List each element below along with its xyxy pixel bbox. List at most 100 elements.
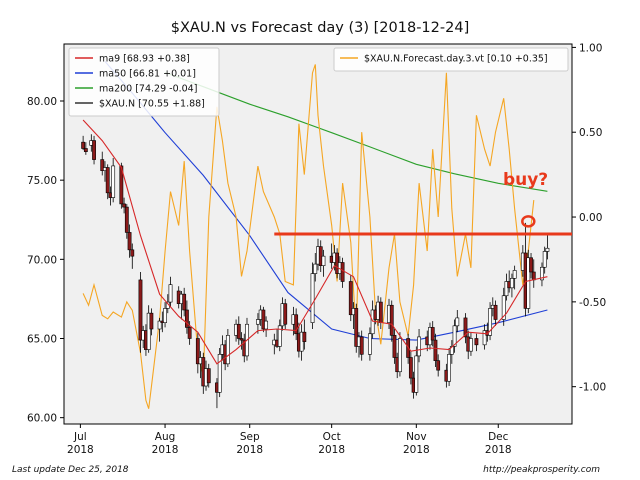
candle-body — [130, 249, 135, 257]
candle-body — [100, 159, 105, 171]
right-tick-label: -0.50 — [579, 297, 606, 309]
x-tick-year: 2018 — [318, 444, 345, 456]
x-tick-year: 2018 — [403, 444, 430, 456]
candle-body — [531, 271, 536, 281]
candle-body — [389, 304, 394, 336]
candle-body — [83, 148, 88, 152]
right-axis-labels: -1.00 -0.50 0.00 0.50 1.00 — [572, 42, 606, 394]
candle-body — [493, 304, 498, 320]
legend-label: $XAU.N.Forecast.day.3.vt [0.10 +0.35] — [364, 54, 548, 65]
annotation: buy? — [503, 170, 548, 228]
candle-body — [206, 368, 211, 384]
candle-body — [526, 257, 531, 309]
candle-body — [92, 140, 96, 160]
legend-label: ma200 [74.29 -0.04] — [99, 84, 197, 95]
candle-body — [261, 309, 266, 330]
candle-body — [195, 338, 200, 365]
candle-body — [310, 273, 315, 323]
forecast-line — [82, 64, 535, 409]
candle-body — [367, 333, 372, 355]
ma50-line — [104, 61, 548, 341]
candle-body — [264, 320, 269, 330]
footer-source: http://peakprosperity.com — [483, 465, 600, 475]
candle-body — [168, 284, 173, 303]
plot-clip: buy? ma9 [68.93 +0.38] ma50 [66.81 +0.01]… — [68, 47, 572, 409]
candle-body — [510, 278, 514, 289]
candle-body — [414, 355, 419, 393]
candle-body — [163, 308, 167, 323]
ma50-series — [104, 61, 548, 341]
candle-body — [455, 317, 460, 327]
ma200-series — [164, 71, 548, 192]
candle-body — [542, 251, 547, 268]
candle-body — [417, 336, 421, 357]
candle-body — [408, 357, 413, 379]
candle-body — [187, 327, 192, 339]
annotation-marker — [521, 215, 536, 228]
candle-body — [283, 303, 288, 325]
candle-body — [540, 266, 544, 281]
candle-body — [321, 255, 326, 266]
candle-body — [122, 203, 126, 208]
left-tick-label: 75.00 — [27, 175, 57, 187]
candle-body — [469, 338, 473, 352]
candle-body — [124, 206, 129, 233]
candle-body — [378, 301, 383, 323]
candle-body — [340, 262, 345, 282]
candle-body — [313, 263, 318, 274]
candle-body — [392, 335, 397, 358]
ma9-series — [82, 119, 548, 365]
candle-body — [217, 354, 222, 393]
footer-last-update: Last update Dec 25, 2018 — [12, 465, 129, 475]
buy-annotation: buy? — [503, 170, 548, 190]
candle-body — [302, 331, 307, 342]
candle-body — [529, 257, 533, 273]
candle-body — [504, 281, 509, 297]
candle-body — [430, 327, 435, 341]
candle-body — [119, 165, 124, 205]
candle-body — [149, 312, 154, 330]
legend-label: $XAU.N [70.55 +1.88] — [99, 99, 205, 110]
candle-body — [488, 308, 492, 336]
x-tick-year: 2018 — [236, 444, 263, 456]
forecast-series — [82, 64, 535, 409]
chart-title: $XAU.N vs Forecast day (3) [2018-12-24] — [171, 20, 469, 36]
legend-left: ma9 [68.93 +0.38] ma50 [66.81 +0.01] ma200… — [68, 47, 220, 117]
x-tick-month: Nov — [406, 431, 427, 443]
ma200-line — [164, 71, 548, 192]
candle-body — [185, 309, 189, 328]
legend-label: ma50 [66.81 +0.01] — [99, 69, 196, 80]
right-tick-label: 0.00 — [579, 212, 602, 224]
candle-body — [447, 354, 451, 382]
x-tick-month: Sep — [240, 431, 260, 443]
x-tick-month: Aug — [155, 431, 176, 443]
candle-body — [225, 335, 230, 365]
candle-body — [433, 339, 438, 361]
candle-body — [111, 165, 116, 198]
x-tick-month: Dec — [488, 431, 509, 443]
candle-body — [127, 232, 132, 251]
candle-body — [348, 281, 353, 316]
candle-body — [545, 247, 550, 252]
candle-body — [157, 320, 162, 330]
candle-body — [239, 338, 244, 341]
left-tick-label: 65.00 — [27, 334, 57, 346]
candle-body — [482, 330, 487, 346]
candle-body — [359, 336, 364, 355]
x-tick-month: Jul — [73, 431, 87, 443]
right-tick-label: -1.00 — [579, 382, 606, 394]
candle-body — [236, 323, 241, 339]
candle-body — [398, 338, 402, 373]
x-tick-year: 2018 — [152, 444, 179, 456]
x-axis-labels: Jul2018Aug2018Sep2018Oct2018Nov2018Dec20… — [67, 424, 512, 456]
candle-body — [294, 314, 299, 335]
right-tick-label: 0.50 — [579, 127, 602, 139]
x-tick-year: 2018 — [485, 444, 512, 456]
legend-box — [68, 47, 220, 117]
left-axis-labels: 60.00 65.00 70.00 75.00 80.00 — [27, 96, 64, 425]
candle-body — [277, 325, 282, 347]
candle-body — [463, 317, 468, 338]
ma9-line — [82, 119, 548, 365]
candle-body — [354, 308, 359, 347]
